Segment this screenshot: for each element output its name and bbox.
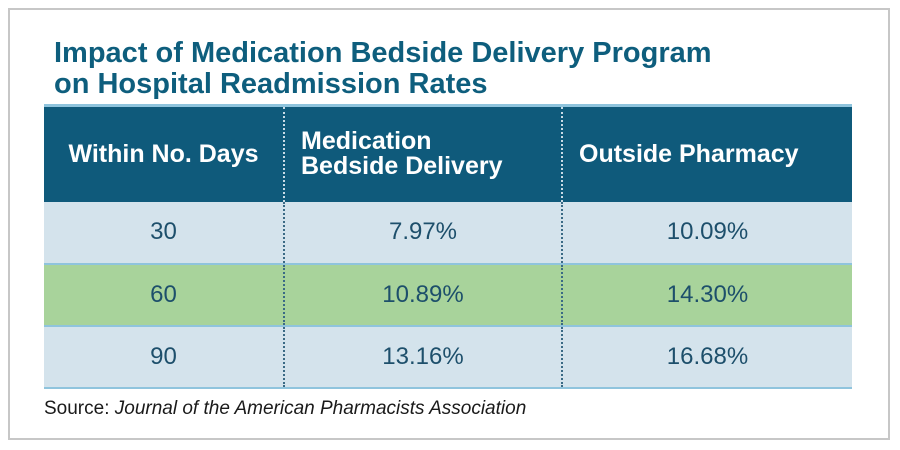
table-row: 60 10.89% 14.30% [44, 263, 852, 326]
header-text: Within No. Days [68, 139, 259, 168]
cell-days: 60 [44, 263, 285, 326]
cell-bedside-delivery: 7.97% [284, 201, 563, 264]
readmission-table: Within No. Days Medication Bedside Deliv… [44, 104, 852, 389]
header-text: Bedside Delivery [301, 152, 503, 181]
cell-outside-pharmacy: 10.09% [666, 218, 749, 245]
table-row: 30 7.97% 10.09% [44, 201, 852, 264]
cell-days: 30 [44, 201, 285, 264]
readmission-table-wrapper: Within No. Days Medication Bedside Deliv… [44, 104, 852, 389]
header-within-no-days: Within No. Days [44, 105, 285, 202]
page-title: Impact of Medication Bedside Delivery Pr… [54, 38, 854, 100]
header-medication-bedside-delivery: Medication Bedside Delivery [284, 105, 563, 202]
cell-outside-pharmacy: 14.30% [666, 280, 749, 308]
title-line-1: Impact of Medication Bedside Delivery Pr… [54, 37, 712, 69]
title-line-2: on Hospital Readmission Rates [54, 68, 488, 100]
header-outside-pharmacy: Outside Pharmacy [562, 106, 852, 202]
header-text: Outside Pharmacy [579, 139, 799, 168]
source-prefix: Source: [44, 398, 115, 419]
source-citation: Source: Journal of the American Pharmaci… [44, 398, 526, 420]
cell-bedside-delivery: 10.89% [284, 263, 563, 326]
cell-days: 90 [44, 325, 285, 388]
cell-bedside-delivery: 13.16% [284, 325, 563, 388]
table-header-row: Within No. Days Medication Bedside Deliv… [44, 105, 852, 202]
table-row: 90 13.16% 16.68% [44, 325, 852, 388]
cell-outside-pharmacy: 16.68% [666, 342, 749, 370]
header-text: Medication [301, 127, 432, 156]
source-journal-name: Journal of the American Pharmacists Asso… [114, 398, 527, 419]
